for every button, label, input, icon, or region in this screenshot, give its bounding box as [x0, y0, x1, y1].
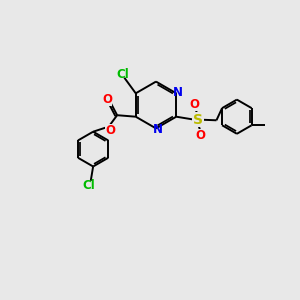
Text: O: O	[102, 93, 112, 106]
Text: N: N	[173, 85, 183, 99]
Text: Cl: Cl	[82, 178, 95, 192]
Text: O: O	[105, 124, 115, 137]
Text: O: O	[190, 98, 200, 111]
Text: N: N	[153, 123, 163, 136]
Text: Cl: Cl	[116, 68, 129, 81]
Text: S: S	[193, 113, 203, 127]
Text: O: O	[196, 129, 206, 142]
